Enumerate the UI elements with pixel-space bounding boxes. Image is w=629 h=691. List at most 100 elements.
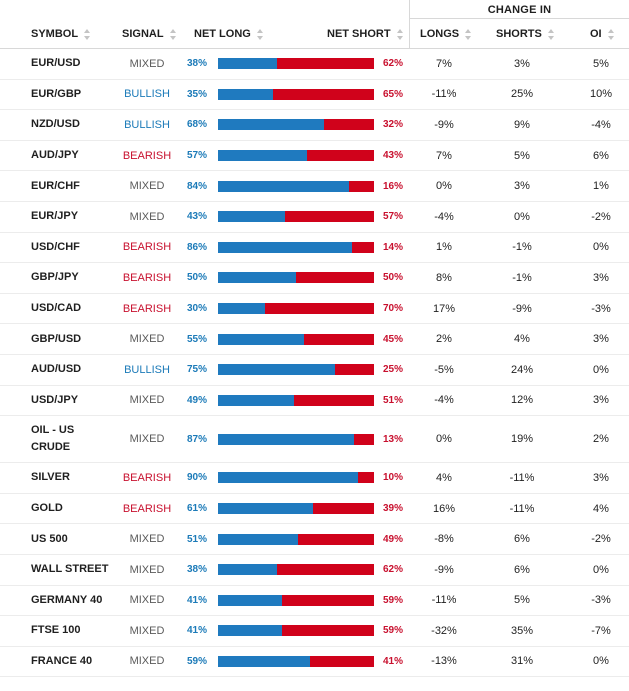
- symbol-cell[interactable]: US 500: [31, 524, 111, 554]
- table-row[interactable]: WALL STREET MIXED 38% 62% -9% 6% 0%: [0, 555, 629, 586]
- column-label-net-short: NET SHORT: [327, 28, 391, 40]
- symbol-cell[interactable]: GERMANY 40: [31, 586, 111, 616]
- net-long-bar: [218, 625, 282, 637]
- symbol-cell[interactable]: FTSE 100: [31, 616, 111, 646]
- symbol-cell[interactable]: FRANCE 40: [31, 647, 111, 677]
- symbol-cell[interactable]: EUR/USD: [31, 49, 111, 79]
- table-row[interactable]: EUR/GBP BULLISH 35% 65% -11% 25% 10%: [0, 80, 629, 111]
- change-oi-value: 5%: [593, 57, 609, 70]
- table-row[interactable]: AUD/JPY BEARISH 57% 43% 7% 5% 6%: [0, 141, 629, 172]
- table-row[interactable]: USD/CHF BEARISH 86% 14% 1% -1% 0%: [0, 233, 629, 264]
- change-longs-value: -9%: [434, 118, 454, 131]
- change-longs-value: 7%: [436, 57, 452, 70]
- change-shorts-value: 3%: [514, 57, 530, 70]
- change-longs-value: -13%: [431, 655, 457, 668]
- change-longs-value: -9%: [434, 563, 454, 576]
- change-oi-value: 4%: [593, 502, 609, 515]
- sort-arrows-icon[interactable]: [607, 28, 615, 40]
- net-long-value: 57%: [186, 150, 207, 162]
- symbol-cell[interactable]: SILVER: [31, 463, 111, 493]
- sentiment-table-body: EUR/USD MIXED 38% 62% 7% 3% 5% EUR/GBP BULLISH 35…: [0, 49, 629, 678]
- symbol-line: OIL - US: [31, 424, 75, 437]
- table-row[interactable]: USD/CAD BEARISH 30% 70% 17% -9% -3%: [0, 294, 629, 325]
- table-row[interactable]: USD/JPY MIXED 49% 51% -4% 12% 3%: [0, 386, 629, 417]
- symbol-name: GBP/JPY: [31, 271, 79, 284]
- sort-arrows-icon[interactable]: [396, 28, 404, 40]
- column-header-longs[interactable]: LONGS: [420, 27, 472, 41]
- symbol-cell[interactable]: USD/CAD: [31, 294, 111, 324]
- net-long-value: 90%: [186, 472, 207, 484]
- table-row[interactable]: EUR/JPY MIXED 43% 57% -4% 0% -2%: [0, 202, 629, 233]
- symbol-cell[interactable]: GBP/USD: [31, 324, 111, 354]
- table-row[interactable]: GOLD BEARISH 61% 39% 16% -11% 4%: [0, 494, 629, 525]
- change-longs-value: 0%: [436, 433, 452, 446]
- symbol-cell[interactable]: AUD/USD: [31, 355, 111, 385]
- symbol-cell[interactable]: OIL - US CRUDE: [31, 416, 111, 462]
- symbol-cell[interactable]: GBP/JPY: [31, 263, 111, 293]
- table-row[interactable]: GERMANY 40 MIXED 41% 59% -11% 5% -3%: [0, 586, 629, 617]
- column-header-signal[interactable]: SIGNAL: [122, 27, 177, 41]
- net-short-bar: [218, 88, 374, 100]
- table-row[interactable]: FRANCE 40 MIXED 59% 41% -13% 31% 0%: [0, 647, 629, 678]
- net-short-value: 43%: [383, 150, 404, 162]
- change-in-group-header: CHANGE IN: [409, 0, 629, 19]
- sentiment-bar: [218, 202, 374, 232]
- table-row[interactable]: SILVER BEARISH 90% 10% 4% -11% 3%: [0, 463, 629, 494]
- symbol-cell[interactable]: GOLD: [31, 494, 111, 524]
- net-long-value: 38%: [186, 564, 207, 576]
- table-row[interactable]: GBP/USD MIXED 55% 45% 2% 4% 3%: [0, 324, 629, 355]
- column-header-shorts[interactable]: SHORTS: [496, 27, 555, 41]
- sort-arrows-icon[interactable]: [169, 28, 177, 40]
- sentiment-bar: [218, 49, 374, 79]
- table-row[interactable]: FTSE 100 MIXED 41% 59% -32% 35% -7%: [0, 616, 629, 647]
- table-row[interactable]: EUR/USD MIXED 38% 62% 7% 3% 5%: [0, 49, 629, 80]
- change-longs-value: -11%: [431, 88, 457, 101]
- sort-arrows-icon[interactable]: [256, 28, 264, 40]
- net-short-bar: [218, 333, 374, 345]
- table-row[interactable]: EUR/CHF MIXED 84% 16% 0% 3% 1%: [0, 171, 629, 202]
- symbol-cell[interactable]: USD/CHF: [31, 233, 111, 263]
- symbol-cell[interactable]: USD/JPY: [31, 386, 111, 416]
- column-label-symbol: SYMBOL: [31, 28, 79, 40]
- net-long-value: 43%: [186, 211, 207, 223]
- signal-cell: MIXED: [129, 624, 165, 637]
- symbol-cell[interactable]: AUD/JPY: [31, 141, 111, 171]
- table-row[interactable]: NZD/USD BULLISH 68% 32% -9% 9% -4%: [0, 110, 629, 141]
- change-shorts-value: -11%: [509, 502, 535, 515]
- change-oi-value: -4%: [591, 118, 611, 131]
- symbol-cell[interactable]: EUR/JPY: [31, 202, 111, 232]
- net-short-value: 45%: [383, 333, 404, 345]
- net-long-bar: [218, 472, 359, 484]
- symbol-name: GERMANY 40: [31, 593, 103, 606]
- sort-arrows-icon[interactable]: [547, 28, 555, 40]
- symbol-cell[interactable]: EUR/CHF: [31, 171, 111, 201]
- symbol-cell[interactable]: NZD/USD: [31, 110, 111, 140]
- column-label-oi: OI: [590, 28, 602, 40]
- column-header-net-long[interactable]: NET LONG: [194, 27, 264, 41]
- net-short-value: 70%: [383, 303, 404, 315]
- column-header-net-short[interactable]: NET SHORT: [327, 27, 404, 41]
- table-row[interactable]: US 500 MIXED 51% 49% -8% 6% -2%: [0, 524, 629, 555]
- table-row[interactable]: GBP/JPY BEARISH 50% 50% 8% -1% 3%: [0, 263, 629, 294]
- table-row[interactable]: OIL - US CRUDE MIXED 87% 13% 0% 19% 2%: [0, 416, 629, 464]
- net-long-bar: [218, 88, 273, 100]
- net-long-value: 41%: [186, 594, 207, 606]
- sentiment-bar: [218, 386, 374, 416]
- net-short-value: 62%: [383, 58, 404, 70]
- symbol-cell[interactable]: WALL STREET: [31, 555, 111, 585]
- column-header-oi[interactable]: OI: [590, 27, 615, 41]
- symbol-cell[interactable]: EUR/GBP: [31, 80, 111, 110]
- change-oi-value: -3%: [591, 594, 611, 607]
- column-header-symbol[interactable]: SYMBOL: [31, 27, 91, 41]
- sort-arrows-icon[interactable]: [84, 28, 91, 40]
- sentiment-bar: [218, 494, 374, 524]
- symbol-name: SILVER: [31, 471, 70, 484]
- change-shorts-value: 35%: [510, 624, 534, 637]
- change-oi-value: -2%: [591, 533, 611, 546]
- sentiment-bar: [218, 233, 374, 263]
- table-row[interactable]: AUD/USD BULLISH 75% 25% -5% 24% 0%: [0, 355, 629, 386]
- change-shorts-value: 9%: [514, 118, 530, 131]
- sentiment-bar: [218, 416, 374, 462]
- sort-arrows-icon[interactable]: [465, 28, 472, 40]
- change-shorts-value: 25%: [510, 88, 534, 101]
